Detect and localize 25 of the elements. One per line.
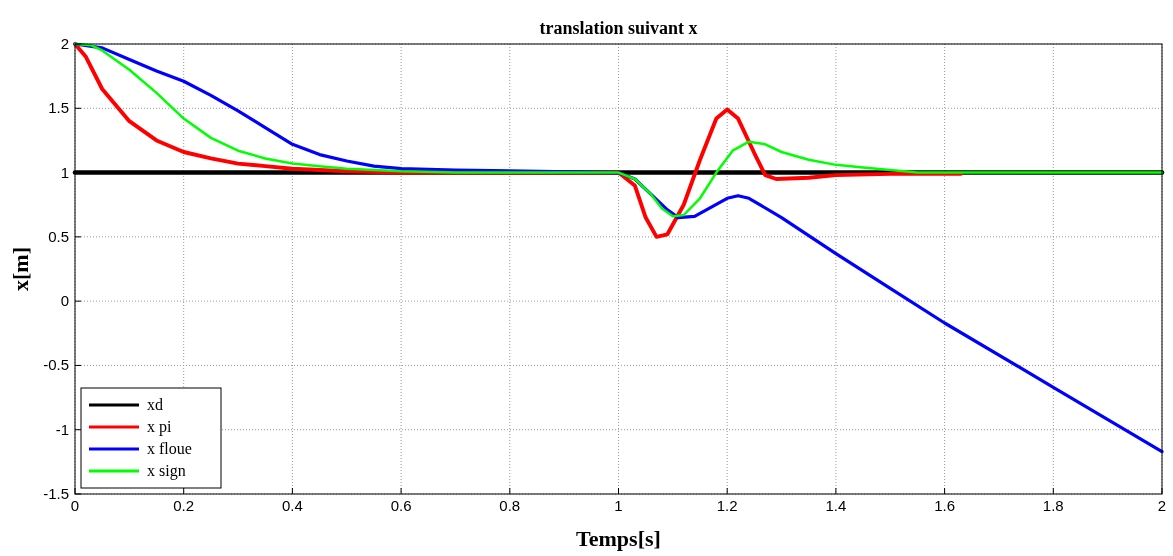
y-axis-title: x[m] [8, 247, 33, 291]
y-tick-label: -1 [55, 420, 69, 438]
y-tick-label: 1 [60, 163, 69, 181]
x-tick-label: 1.6 [934, 497, 956, 514]
x-axis-title: Temps[s] [576, 526, 661, 551]
x-tick-label: 0.8 [499, 497, 521, 514]
x-tick-label: 0.2 [173, 497, 195, 514]
legend-label: x floue [147, 440, 192, 457]
y-tick-label: -1.5 [43, 485, 69, 502]
x-tick-label: 0.6 [390, 497, 412, 514]
x-tick-label: 1.8 [1042, 497, 1064, 514]
x-tick-label: 1.2 [716, 497, 738, 514]
x-tick-label: 2 [1157, 497, 1167, 514]
x-tick-label: 1.4 [825, 497, 847, 514]
legend-label: x sign [147, 462, 186, 480]
x-tick-label: 0.4 [281, 497, 303, 514]
y-tick-label: 0 [60, 292, 69, 310]
y-tick-label: 1.5 [48, 99, 69, 117]
y-tick-label: 2 [60, 35, 69, 52]
y-tick-label: -0.5 [43, 356, 69, 374]
legend-label: xd [147, 396, 163, 413]
chart-title: translation suivant x [539, 18, 698, 38]
legend-label: x pi [147, 418, 172, 436]
x-tick-label: 1 [614, 497, 623, 514]
y-tick-label: 0.5 [48, 227, 69, 245]
